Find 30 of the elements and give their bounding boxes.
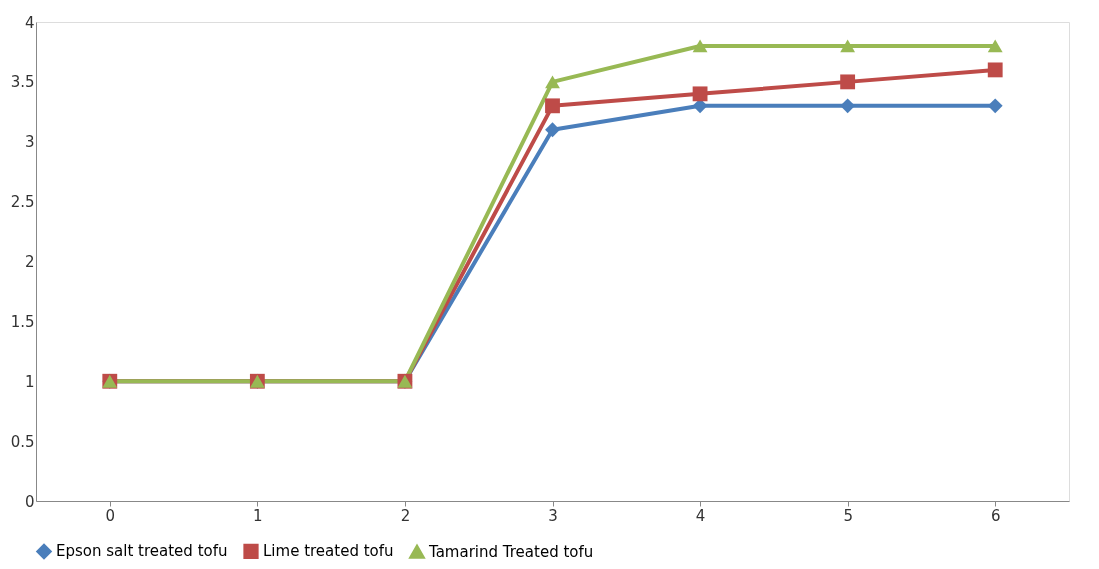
point (692, 86, 708, 102)
y-tick-label: 3.5 (10, 73, 35, 92)
y-tick-label: 1 (24, 372, 35, 391)
point (840, 98, 856, 114)
x-tick-label: 1 (253, 506, 263, 525)
x-tick-label: 4 (695, 506, 706, 525)
point (545, 75, 560, 89)
point (987, 98, 1003, 114)
y-tick-label: 3 (24, 133, 35, 152)
legend-label: Lime treated tofu (263, 542, 394, 561)
x-tick-label: 0 (105, 506, 116, 525)
x-tick-label: 3 (548, 506, 558, 525)
point (987, 39, 1003, 53)
x-tick-label: 2 (400, 506, 411, 525)
legend-label: Tamarind Treated tofu (428, 542, 594, 561)
y-tick-label: 0.5 (10, 432, 35, 451)
point (545, 98, 560, 114)
y-tick-label: 2.5 (10, 193, 35, 212)
y-tick-label: 2 (24, 253, 35, 271)
x-tick-label: 5 (843, 506, 853, 525)
point (840, 39, 856, 53)
legend-label: Epson salt treated tofu (56, 542, 228, 561)
point (987, 62, 1003, 78)
point (545, 122, 560, 138)
y-tick-label: 0 (24, 492, 35, 511)
y-tick-label: 4 (24, 13, 35, 32)
point (692, 39, 708, 53)
y-tick-label: 1.5 (10, 312, 35, 331)
x-tick-label: 6 (990, 506, 1001, 525)
point (840, 74, 856, 90)
